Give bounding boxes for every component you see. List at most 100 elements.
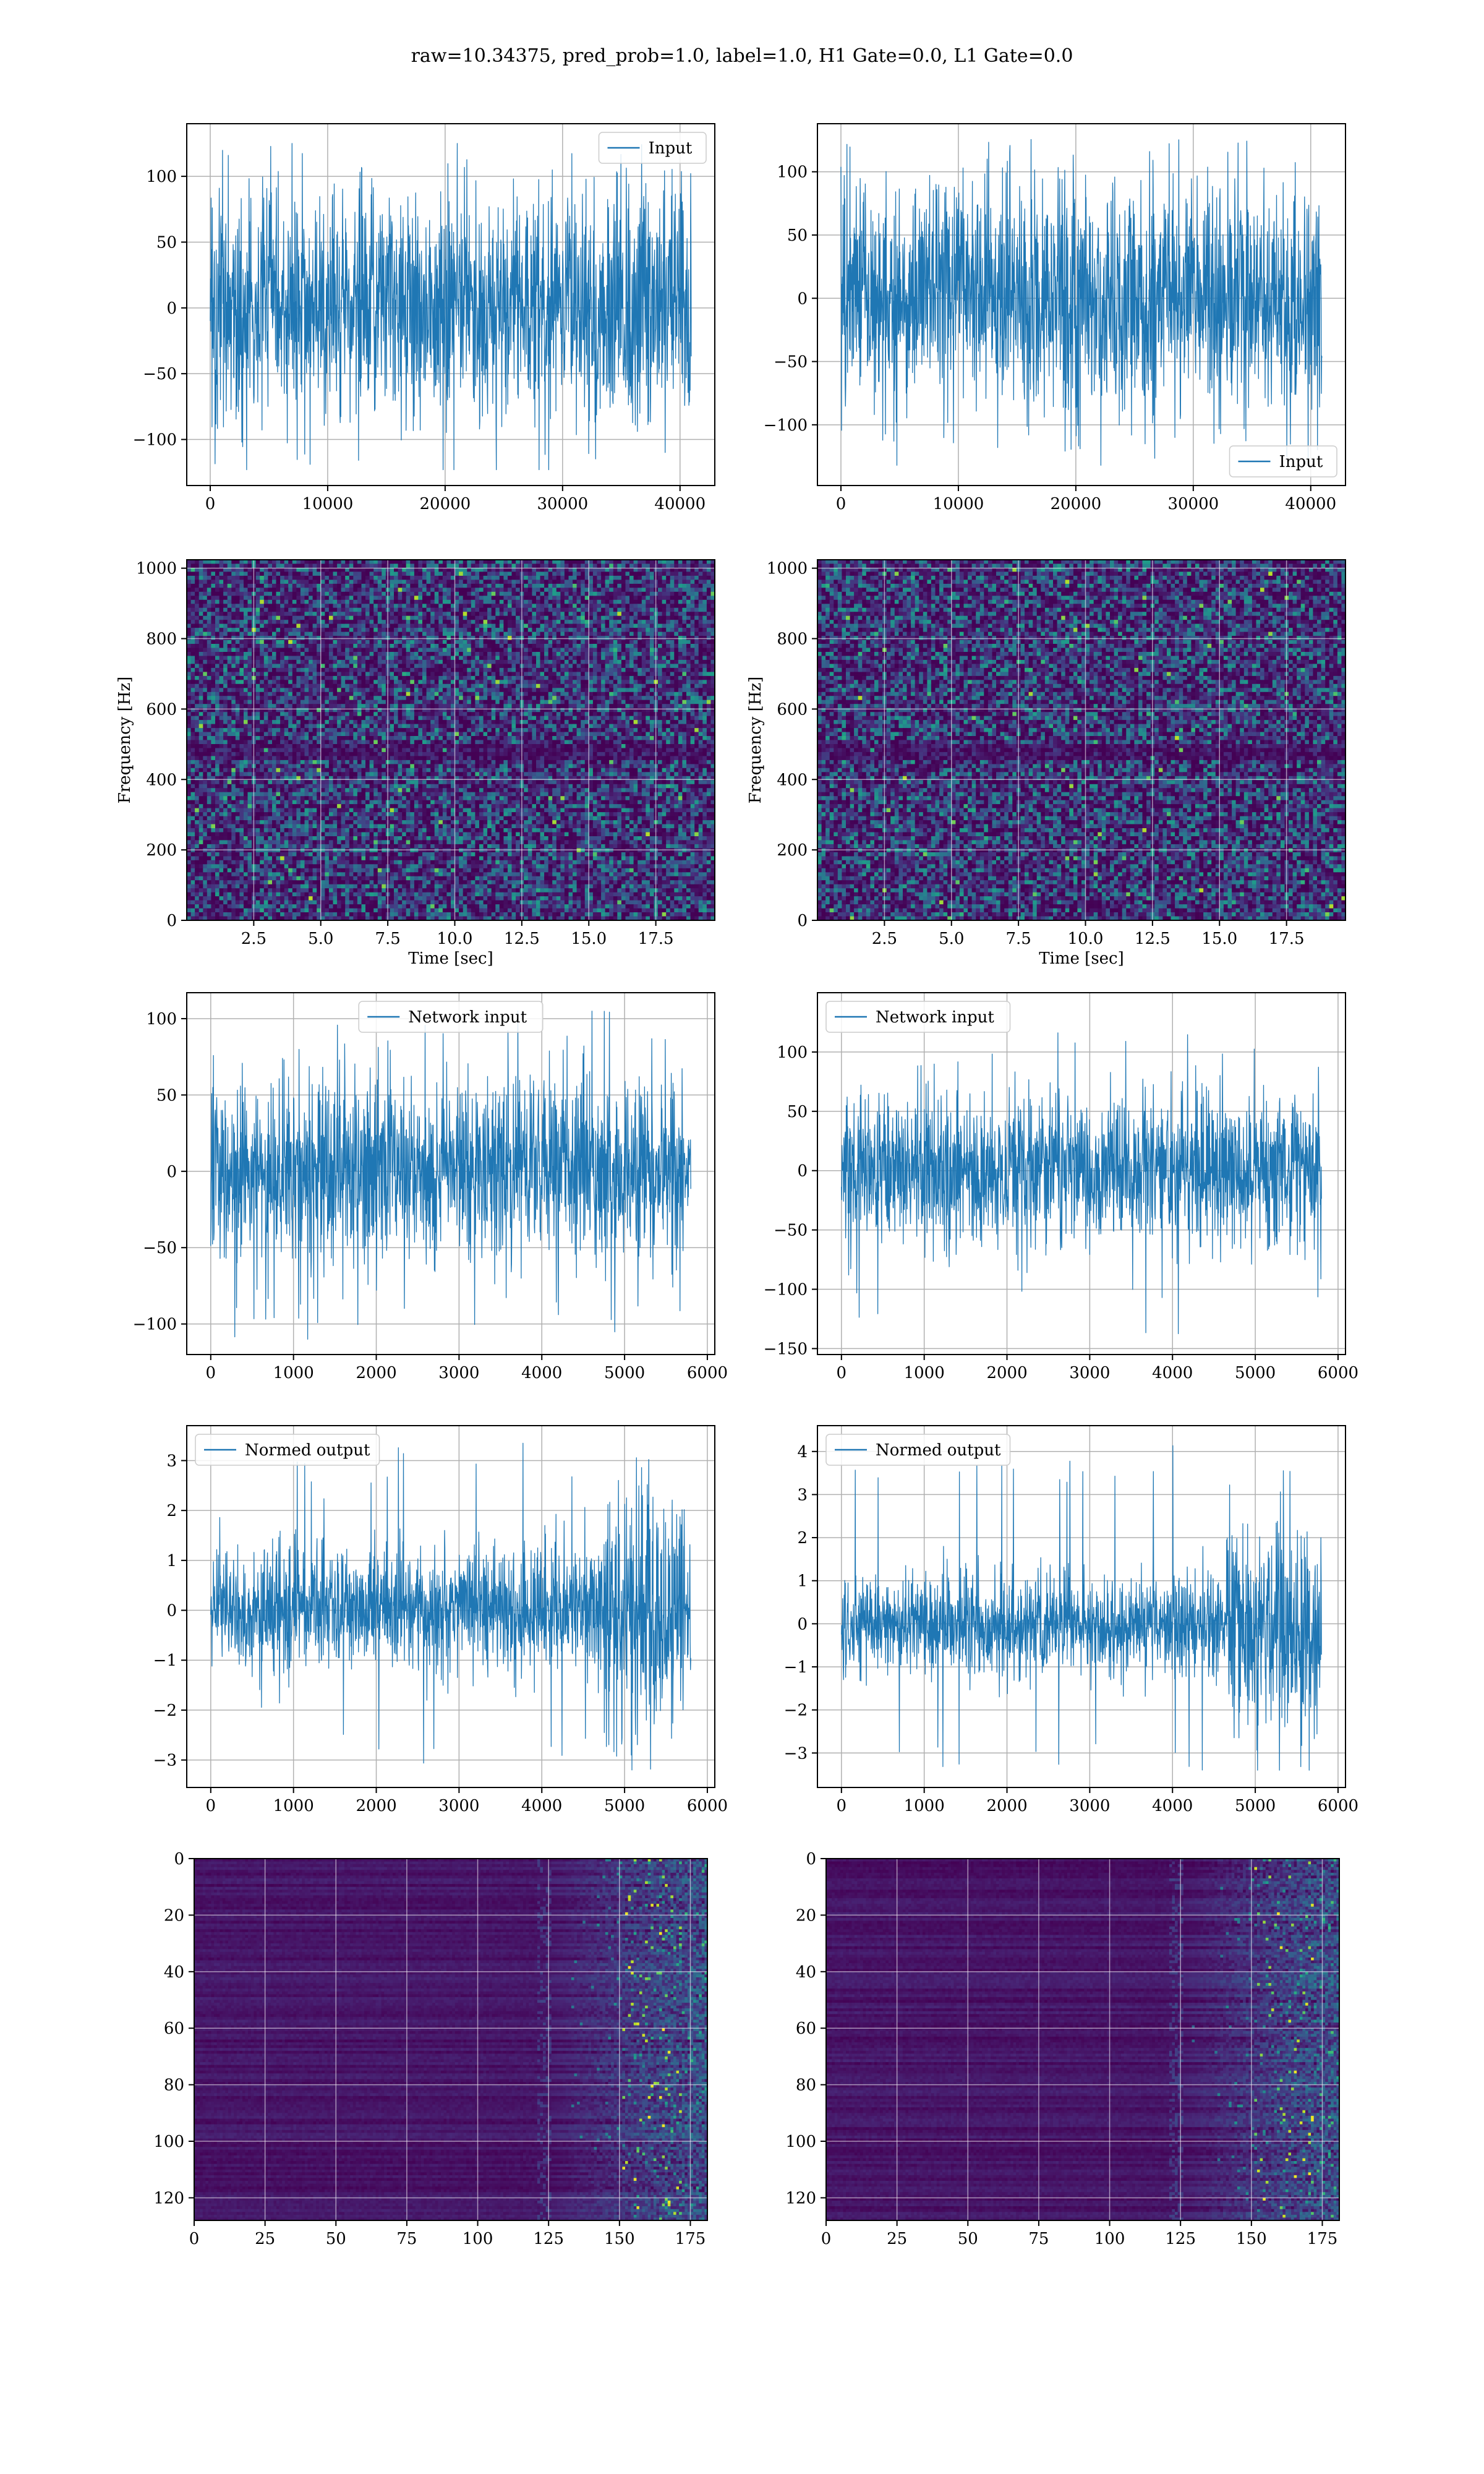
spectrogram-cell — [191, 612, 195, 616]
spectrogram-cell — [629, 560, 634, 564]
spectrogram-cell — [187, 696, 191, 700]
spectrogram-cell — [569, 616, 573, 620]
spectrogram-cell — [500, 672, 504, 676]
spectrogram-cell — [349, 571, 354, 576]
spectrogram-cell — [268, 624, 272, 628]
spectrogram-cell — [573, 672, 577, 676]
spectrogram-cell — [455, 672, 459, 676]
spectrogram-cell — [378, 624, 382, 628]
spectrogram-cell — [199, 620, 203, 624]
spectrogram-cell — [626, 624, 630, 628]
spectrogram-cell — [365, 560, 370, 564]
spectrogram-cell — [691, 608, 695, 612]
spectrogram-cell — [556, 560, 561, 564]
spectrogram-cell — [662, 580, 667, 584]
spectrogram-cell — [524, 652, 528, 656]
spectrogram-cell — [512, 640, 516, 644]
spectrogram-cell — [402, 704, 406, 708]
spectrogram-cell — [260, 644, 264, 648]
spectrogram-cell — [699, 652, 703, 656]
spectrogram-cell — [418, 652, 422, 656]
spectrogram-cell — [292, 580, 297, 584]
spectrogram-cell — [435, 628, 439, 632]
spectrogram-cell — [373, 604, 378, 608]
spectrogram-cell — [349, 560, 354, 564]
spectrogram-cell — [333, 640, 338, 644]
spectrogram-cell — [658, 692, 662, 696]
spectrogram-cell — [228, 580, 232, 584]
spectrogram-cell — [276, 588, 281, 592]
spectrogram-cell — [321, 700, 325, 704]
spectrogram-cell — [629, 660, 634, 664]
spectrogram-cell — [260, 616, 264, 620]
spectrogram-cell — [292, 620, 297, 624]
spectrogram-cell — [699, 580, 703, 584]
spectrogram-cell — [406, 676, 411, 680]
spectrogram-cell — [325, 612, 329, 616]
spectrogram-cell — [211, 680, 215, 684]
spectrogram-cell — [325, 688, 329, 692]
spectrogram-cell — [548, 600, 553, 604]
spectrogram-cell — [272, 688, 276, 692]
spectrogram-cell — [329, 652, 333, 656]
spectrogram-cell — [406, 624, 411, 628]
spectrogram-cell — [321, 672, 325, 676]
spectrogram-cell — [512, 684, 516, 688]
spectrogram-cell — [284, 604, 289, 608]
spectrogram-cell — [264, 628, 268, 632]
spectrogram-cell — [626, 580, 630, 584]
spectrogram-cell — [634, 620, 638, 624]
spectrogram-cell — [479, 696, 484, 700]
spectrogram-cell — [471, 560, 475, 564]
spectrogram-cell — [236, 616, 240, 620]
spectrogram-cell — [544, 700, 548, 704]
spectrogram-cell — [540, 576, 545, 580]
spectrogram-cell — [191, 604, 195, 608]
spectrogram-cell — [418, 644, 422, 648]
spectrogram-cell — [345, 576, 349, 580]
spectrogram-cell — [345, 668, 349, 672]
spectrogram-cell — [691, 672, 695, 676]
spectrogram-cell — [272, 571, 276, 576]
spectrogram-cell — [187, 672, 191, 676]
spectrogram-cell — [373, 600, 378, 604]
spectrogram-cell — [678, 668, 683, 672]
spectrogram-cell — [626, 676, 630, 680]
spectrogram-cell — [446, 584, 451, 588]
spectrogram-cell — [398, 612, 403, 616]
spectrogram-cell — [223, 704, 228, 708]
spectrogram-cell — [292, 576, 297, 580]
spectrogram-cell — [427, 644, 431, 648]
spectrogram-cell — [589, 672, 593, 676]
spectrogram-cell — [370, 616, 374, 620]
spectrogram-cell — [524, 700, 528, 704]
spectrogram-cell — [487, 676, 492, 680]
spectrogram-cell — [329, 664, 333, 668]
spectrogram-cell — [455, 688, 459, 692]
spectrogram-cell — [662, 571, 667, 576]
spectrogram-cell — [446, 604, 451, 608]
spectrogram-cell — [484, 588, 488, 592]
spectrogram-cell — [264, 600, 268, 604]
spectrogram-cell — [244, 668, 248, 672]
spectrogram-cell — [365, 668, 370, 672]
spectrogram-cell — [362, 600, 366, 604]
spectrogram-cell — [479, 640, 484, 644]
spectrogram-cell — [512, 576, 516, 580]
spectrogram-cell — [495, 560, 500, 564]
spectrogram-cell — [373, 592, 378, 596]
spectrogram-cell — [658, 672, 662, 676]
spectrogram-cell — [333, 688, 338, 692]
spectrogram-cell — [435, 596, 439, 600]
spectrogram-cell — [264, 624, 268, 628]
spectrogram-cell — [512, 680, 516, 684]
x-tick-label: 40000 — [654, 495, 706, 513]
spectrogram-cell — [260, 672, 264, 676]
spectrogram-cell — [601, 588, 605, 592]
spectrogram-cell — [211, 688, 215, 692]
spectrogram-cell — [309, 620, 313, 624]
spectrogram-cell — [658, 620, 662, 624]
spectrogram-cell — [682, 644, 686, 648]
spectrogram-cell — [292, 616, 297, 620]
spectrogram-cell — [516, 584, 520, 588]
